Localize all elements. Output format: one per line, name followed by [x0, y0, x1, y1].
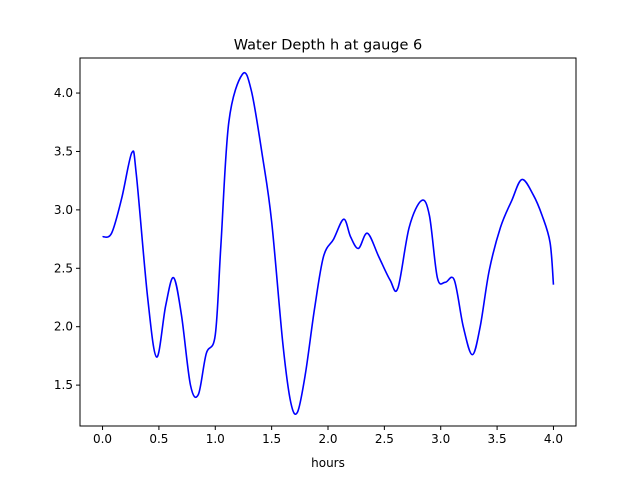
x-axis-label: hours: [311, 456, 345, 470]
plot-area: [102, 71, 555, 415]
x-tick-label: 2.5: [375, 432, 394, 446]
y-tick-label: 1.5: [54, 378, 73, 392]
y-tick-label: 4.0: [54, 86, 73, 100]
y-tick-label: 2.0: [54, 320, 73, 334]
x-tick-label: 3.5: [488, 432, 507, 446]
x-tick-label: 0.0: [93, 432, 112, 446]
axes-frame: [79, 57, 577, 427]
chart-title: Water Depth h at gauge 6: [234, 38, 422, 54]
y-tick-label: 3.0: [54, 203, 73, 217]
y-tick-label: 3.5: [54, 144, 73, 158]
x-tick-label: 0.5: [149, 432, 168, 446]
x-tick-label: 1.5: [262, 432, 281, 446]
x-tick-label: 4.0: [544, 432, 563, 446]
y-tick-label: 2.5: [54, 261, 73, 275]
x-tick-label: 3.0: [431, 432, 450, 446]
x-tick-label: 2.0: [318, 432, 337, 446]
x-tick-label: 1.0: [206, 432, 225, 446]
series-line-0: [102, 71, 555, 415]
axis-ticks: 0.0 0.5 1.0 1.5 2.0 2.5 3.0 3.5 4.0 1.5 2.0 2.5 3.0 3…: [54, 86, 563, 446]
